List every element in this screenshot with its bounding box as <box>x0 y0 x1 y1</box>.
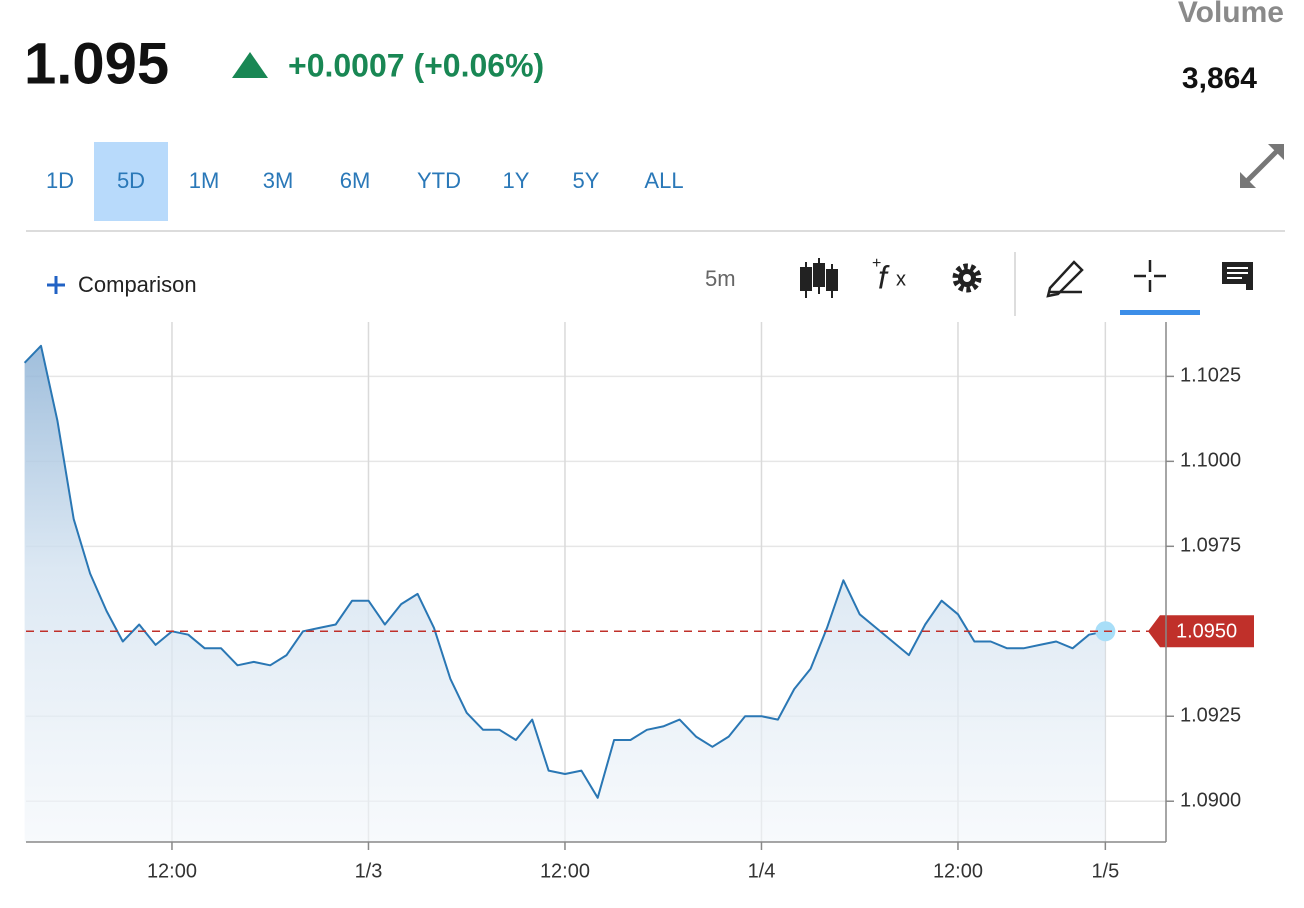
x-tick-label: 1/5 <box>1091 860 1119 882</box>
y-tick-label: 1.1000 <box>1180 450 1241 472</box>
settings-icon[interactable] <box>952 263 982 293</box>
range-button[interactable]: 3M <box>263 168 294 193</box>
x-tick-label: 1/4 <box>748 860 776 882</box>
price-change: +0.0007 (+0.06%) <box>288 47 544 83</box>
y-tick-label: 1.0925 <box>1180 705 1241 727</box>
range-bar: 1D 5D 1M 3M 6M YTD 1Y 5Y ALL <box>46 142 684 221</box>
range-button[interactable]: 5D <box>117 168 145 193</box>
expand-icon[interactable] <box>1240 144 1284 188</box>
x-tick-label: 12:00 <box>933 860 983 882</box>
interval[interactable]: 5m <box>705 266 736 291</box>
volume-value: 3,864 <box>1182 62 1257 95</box>
area <box>24 345 1106 842</box>
svg-text:x: x <box>896 268 906 290</box>
x-tick-label: 1/3 <box>355 860 383 882</box>
draw-icon[interactable] <box>1046 260 1084 298</box>
range-button[interactable]: 1Y <box>503 168 530 193</box>
price-tag <box>1148 615 1254 648</box>
y-tick-label: 1.1025 <box>1180 365 1241 387</box>
svg-text:+: + <box>872 255 881 272</box>
x-tick-label: 12:00 <box>147 860 197 882</box>
x-tick-label: 12:00 <box>540 860 590 882</box>
y-tick-label: 1.0900 <box>1180 789 1241 811</box>
candles-icon[interactable] <box>800 258 838 298</box>
price-tag-label: 1.0950 <box>1176 621 1237 643</box>
range-button[interactable]: 1D <box>46 168 74 193</box>
comment-icon[interactable] <box>1222 262 1253 290</box>
range-button[interactable]: YTD <box>417 168 461 193</box>
range-selected-bg <box>94 142 168 221</box>
range-button[interactable]: 5Y <box>573 168 600 193</box>
range-button[interactable]: ALL <box>644 168 683 193</box>
up-arrow <box>232 52 268 78</box>
range-button[interactable]: 1M <box>189 168 220 193</box>
price-line <box>23 344 1106 799</box>
active-tool-underline <box>1120 310 1200 315</box>
y-tick-label: 1.0975 <box>1180 535 1241 557</box>
svg-text:f: f <box>878 259 890 295</box>
crosshair-icon[interactable] <box>1134 260 1166 292</box>
volume-label: Volume <box>1178 0 1284 29</box>
range-button[interactable]: 6M <box>340 168 371 193</box>
comparison-button[interactable]: Comparison <box>47 272 197 297</box>
indicator-icon[interactable]: + f x <box>872 255 906 295</box>
price: 1.095 <box>24 31 169 96</box>
comparison-label: Comparison <box>78 272 197 297</box>
chart: 1.0900 1.0925 1.0975 1.1000 1.1025 12:00 1/3 12… <box>23 322 1254 882</box>
